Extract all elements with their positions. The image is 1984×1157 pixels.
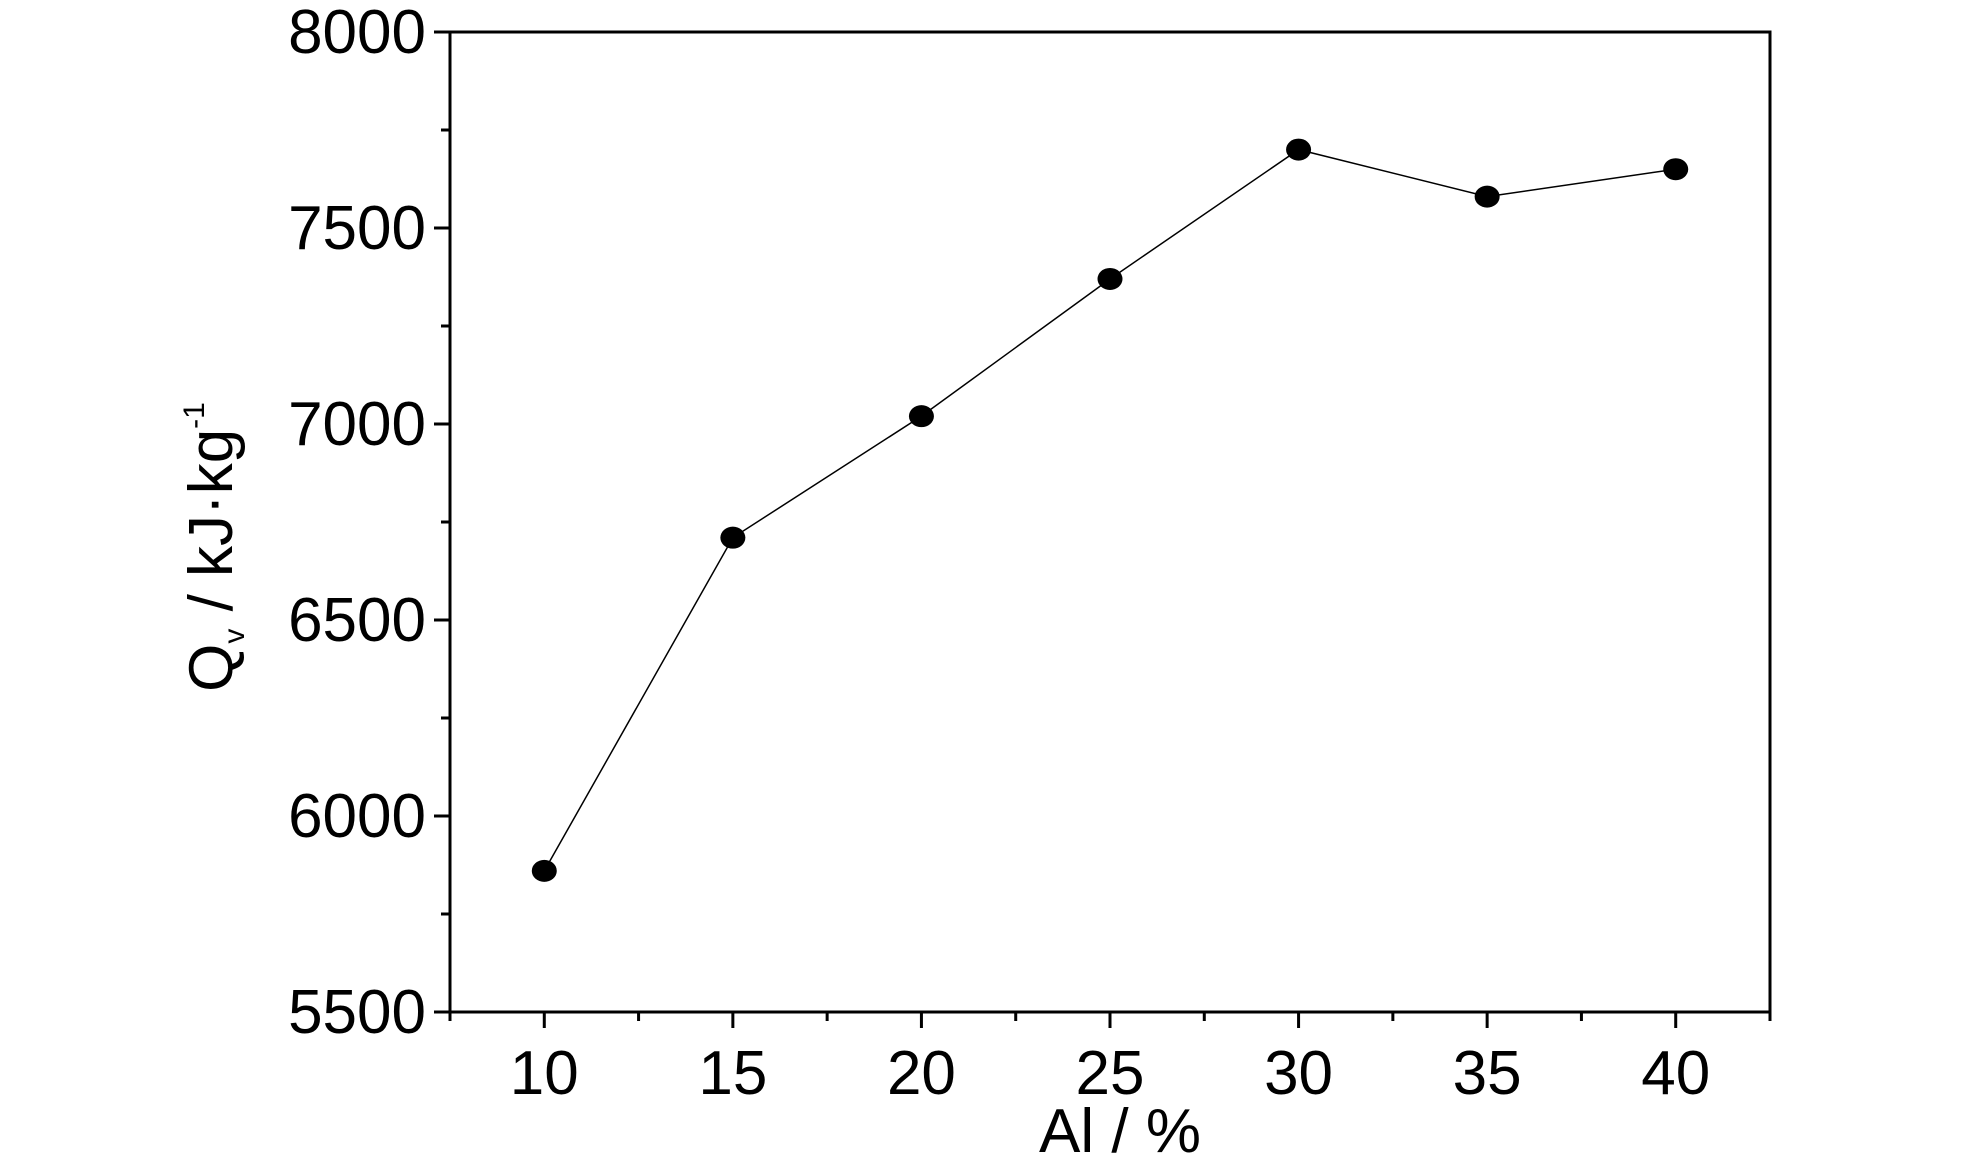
y-axis-title: Qv / kJ·kg-1 — [177, 402, 251, 692]
data-point — [908, 405, 934, 428]
y-axis: 5500 6000 6500 7000 7500 8000 — [288, 0, 450, 1047]
y-tick-label: 7500 — [288, 194, 426, 263]
x-tick-label: 30 — [1264, 1039, 1333, 1108]
data-point — [1474, 185, 1500, 208]
x-tick-label: 15 — [698, 1039, 767, 1108]
y-tick-label: 7000 — [288, 390, 426, 459]
y-axis-title-subscript: v — [218, 629, 251, 644]
y-axis-title-unit: / kJ·kg — [177, 429, 246, 629]
y-tick-label: 6500 — [288, 586, 426, 655]
y-tick-label: 5500 — [288, 978, 426, 1047]
data-point — [1663, 158, 1689, 181]
x-tick-label: 10 — [510, 1039, 579, 1108]
data-point — [1286, 138, 1312, 161]
y-tick-label: 8000 — [288, 0, 426, 67]
data-point — [1097, 267, 1123, 290]
y-tick-label: 6000 — [288, 782, 426, 851]
x-tick-label: 25 — [1076, 1039, 1145, 1108]
data-point — [531, 859, 557, 882]
x-tick-label: 35 — [1453, 1039, 1522, 1108]
x-tick-label: 40 — [1641, 1039, 1710, 1108]
x-tick-label: 20 — [887, 1039, 956, 1108]
data-points — [531, 138, 1689, 882]
x-axis: 10 15 20 25 30 35 40 — [448, 1012, 1772, 1108]
y-axis-title-main: Q — [177, 644, 246, 692]
y-axis-title-superscript: -1 — [178, 402, 211, 429]
data-point — [720, 526, 746, 549]
x-axis-title: Al / % — [1039, 1097, 1201, 1157]
